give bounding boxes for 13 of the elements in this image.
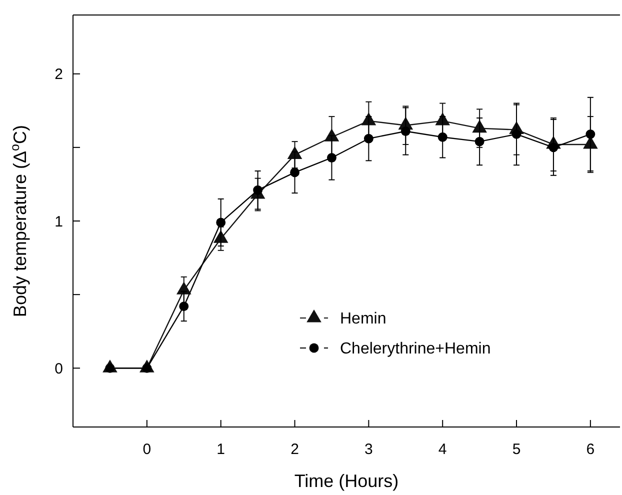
legend-label: Chelerythrine+Hemin xyxy=(340,340,491,358)
x-tick-label: 0 xyxy=(142,441,152,458)
x-tick-label: 3 xyxy=(364,441,373,458)
x-tick-label: 2 xyxy=(290,441,299,458)
x-axis-title: Time (Hours) xyxy=(294,471,399,491)
x-tick-label: 6 xyxy=(586,441,595,458)
x-tick-label: 4 xyxy=(438,441,447,458)
y-tick-label: 1 xyxy=(54,213,63,230)
y-tick-label: 2 xyxy=(54,66,63,84)
x-tick-label: 1 xyxy=(216,441,226,458)
x-tick-label: 5 xyxy=(512,441,521,458)
legend-label: Hemin xyxy=(340,310,386,328)
y-tick-label: 0 xyxy=(54,360,63,378)
